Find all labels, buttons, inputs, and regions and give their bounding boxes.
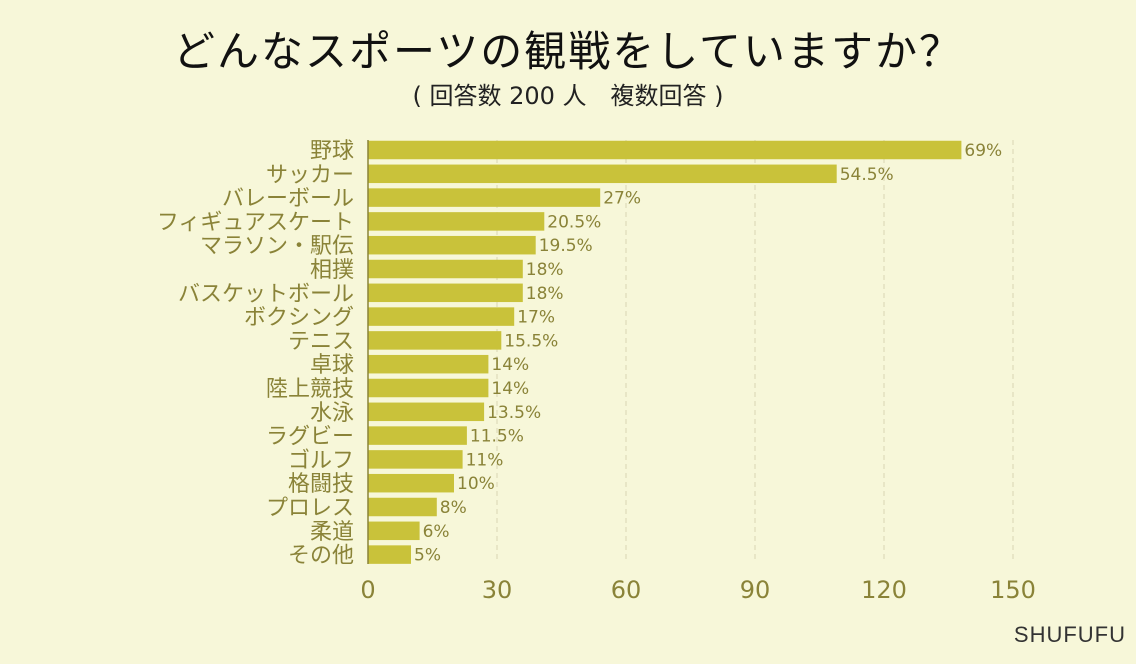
data-label: 8%: [440, 498, 467, 518]
data-label: 20.5%: [547, 212, 601, 232]
bar: [368, 473, 454, 493]
category-label: 陸上競技: [266, 377, 354, 402]
bar: [368, 235, 536, 255]
category-label: その他: [288, 544, 354, 569]
bar: [368, 378, 489, 398]
chart-title: どんなスポーツの観戦をしていますか？: [173, 27, 963, 76]
bar: [368, 283, 523, 303]
data-label: 17%: [517, 308, 555, 328]
bar: [368, 402, 485, 422]
data-label: 14%: [491, 355, 529, 375]
bar: [368, 450, 463, 469]
category-label: ゴルフ: [288, 448, 354, 473]
category-label: ボクシング: [244, 306, 354, 331]
data-label: 13.5%: [487, 403, 541, 423]
data-label: 6%: [423, 522, 450, 542]
category-label: マラソン・駅伝: [200, 234, 354, 259]
bar: [368, 212, 545, 231]
category-label: ラグビー: [266, 425, 354, 450]
bar: [368, 307, 515, 326]
category-label: バレーボール: [222, 187, 354, 212]
bar: [368, 331, 502, 350]
bar: [368, 188, 601, 207]
bar: [368, 259, 523, 279]
bar: [368, 545, 411, 564]
data-label: 54.5%: [840, 165, 894, 185]
category-label: 柔道: [310, 520, 354, 545]
x-tick-label: 90: [740, 576, 771, 604]
data-label: 18%: [526, 260, 564, 280]
category-label: 相撲: [310, 258, 354, 283]
data-label: 27%: [603, 189, 641, 209]
category-label: サッカー: [266, 163, 354, 188]
bar: [368, 164, 837, 184]
category-label: テニス: [288, 329, 354, 354]
bar: [368, 497, 437, 517]
data-label: 18%: [526, 284, 564, 304]
x-tick-label: 150: [990, 576, 1036, 604]
category-label: 水泳: [310, 401, 354, 426]
data-label: 19.5%: [539, 236, 593, 256]
chart-subtitle: ( 回答数 200 人 複数回答 ): [412, 82, 724, 110]
category-label: 野球: [310, 139, 354, 164]
x-tick-label: 60: [611, 576, 642, 604]
data-label: 5%: [414, 546, 441, 566]
bar: [368, 140, 962, 160]
category-label: プロレス: [266, 496, 354, 521]
bar: [368, 521, 420, 541]
bar: [368, 354, 489, 374]
x-tick-label: 120: [861, 576, 907, 604]
category-label: バスケットボール: [178, 282, 354, 307]
x-tick-label: 0: [360, 576, 375, 604]
category-label: 卓球: [310, 353, 354, 378]
data-label: 14%: [491, 379, 529, 399]
brand-logo-text: SHUFUFU: [1013, 622, 1126, 647]
x-tick-label: 30: [482, 576, 513, 604]
bar: [368, 426, 467, 445]
category-label: フィギュアスケート: [157, 210, 354, 235]
data-label: 10%: [457, 474, 495, 494]
data-label: 11.5%: [470, 427, 524, 447]
category-label: 格闘技: [288, 472, 354, 497]
data-label: 11%: [466, 450, 504, 470]
data-label: 69%: [964, 141, 1002, 161]
data-label: 15.5%: [504, 331, 558, 351]
